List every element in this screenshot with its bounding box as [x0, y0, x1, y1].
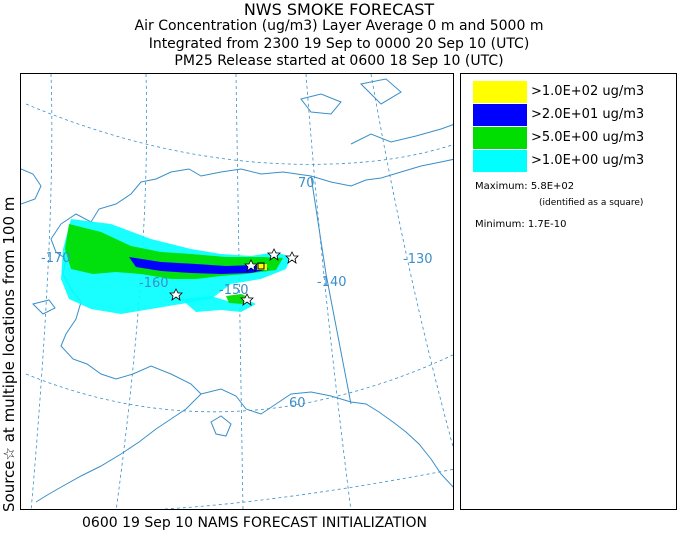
- label-lon-150: -150: [219, 283, 249, 298]
- label-lon-160: -160: [139, 276, 169, 291]
- label-lat-70: 70: [298, 176, 315, 191]
- alaska-coast-north: [60, 158, 453, 225]
- st-lawrence-island: [32, 299, 56, 315]
- label-lat-60: 60: [289, 396, 306, 411]
- siberia-coast: [21, 168, 42, 205]
- maximum-square-marker: [257, 262, 265, 270]
- lat-70-line: [25, 103, 453, 165]
- label-lon-140: -140: [317, 275, 347, 290]
- legend-label: >5.0E+00 ug/m3: [531, 130, 645, 145]
- source-star-icon: [169, 288, 183, 301]
- source-star-icon: [244, 259, 258, 272]
- lon-130-line: [370, 74, 453, 449]
- lat-60-line: [25, 354, 453, 413]
- forecast-init-footer: 0600 19 Sep 10 NAMS FORECAST INITIALIZAT…: [82, 515, 427, 531]
- legend-panel: >1.0E+02 ug/m3 >2.0E+01 ug/m3 >5.0E+00 u…: [460, 73, 677, 510]
- lon-170-line: [30, 74, 53, 509]
- alaska-peninsula: [35, 393, 202, 503]
- source-star-icon: [285, 251, 299, 264]
- lon-140-line: [305, 74, 352, 509]
- kodiak-island: [210, 415, 232, 437]
- plume-band-2e01: [129, 257, 269, 274]
- source-star-icon: [267, 248, 281, 261]
- label-lon-170: -170: [41, 251, 71, 266]
- legend-maximum: Maximum: 5.8E+02: [475, 181, 575, 192]
- source-markers: [169, 248, 299, 306]
- legend-minimum: Minimum: 1.7E-10: [475, 219, 567, 230]
- lat-50-line: [158, 468, 453, 509]
- canada-border: [310, 175, 352, 405]
- plume-band-1e00-south: [181, 296, 256, 312]
- legend-swatch-cyan: [473, 150, 527, 172]
- label-lon-130: -130: [403, 252, 433, 267]
- source-side-label: Source☆ at multiple locations from 100 m: [0, 196, 18, 512]
- alaska-map: -170 -160 -150 -140 -130 70 60: [21, 74, 453, 509]
- legend-swatch-blue: [473, 104, 527, 126]
- arctic-islands: [300, 78, 402, 115]
- alaska-coast-south: [200, 388, 453, 488]
- legend-label: >1.0E+00 ug/m3: [531, 153, 645, 168]
- map-title: NWS SMOKE FORECAST: [243, 0, 435, 19]
- lon-150-line: [235, 74, 244, 509]
- legend-swatch-green: [473, 127, 527, 149]
- map-subtitle-release: PM25 Release started at 0600 18 Sep 10 (…: [174, 53, 504, 69]
- map-subtitle-integration: Integrated from 2300 19 Sep to 0000 20 S…: [148, 36, 530, 52]
- map-subtitle-concentration: Air Concentration (ug/m3) Layer Average …: [134, 18, 544, 34]
- legend-label: >1.0E+02 ug/m3: [531, 84, 645, 99]
- legend-maximum-note: (identified as a square): [539, 198, 644, 208]
- plume-band-5e00: [65, 224, 283, 279]
- victoria-coast: [350, 124, 453, 145]
- legend-label: >2.0E+01 ug/m3: [531, 107, 645, 122]
- smoke-plume: [61, 219, 291, 314]
- legend-swatch-yellow: [473, 81, 527, 103]
- source-star-icon: [240, 293, 254, 306]
- map-panel: -170 -160 -150 -140 -130 70 60: [20, 73, 454, 510]
